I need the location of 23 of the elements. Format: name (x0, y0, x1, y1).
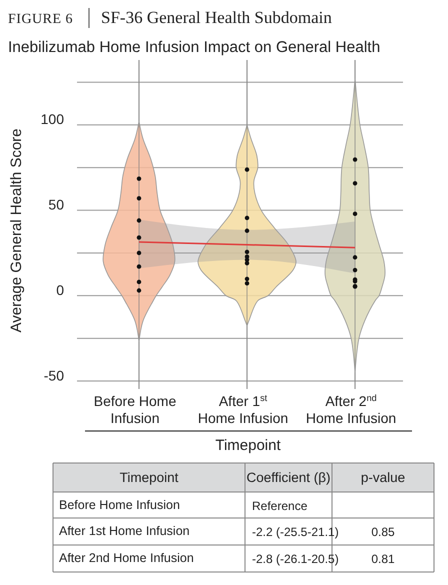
y-tick-label: 50 (48, 196, 64, 213)
text: 0.85 (371, 525, 395, 539)
y-tick-label: 0 (56, 282, 64, 298)
y-axis-title: Average General Health Score (8, 128, 25, 333)
category-label: Timepoint (120, 470, 179, 485)
caption: FIGURE 6 (8, 12, 74, 27)
category-label: Coefficient (β) (246, 470, 331, 485)
y-tick-label: 100 (40, 111, 64, 128)
category-label: After 2nd Home Infusion (59, 551, 194, 565)
text: 0.81 (371, 552, 395, 566)
chart-subtitle: Inebilizumab Home Infusion Impact on General Health (8, 39, 380, 56)
text: -2.8 (-26.1-20.5) (252, 552, 339, 566)
x-tick-label: After 1$^{st}$ Home Infusion (198, 393, 288, 426)
category-label: p-value (360, 470, 406, 485)
category-label: After 1st Home Infusion (59, 524, 190, 538)
y-tick-label: -50 (44, 367, 64, 384)
text: -2.2 (-25.5-21.1) (252, 525, 339, 539)
category-label: Before Home Infusion (59, 498, 180, 512)
x-axis-title: Timepoint (215, 437, 282, 454)
x-tick-label: Before Home Infusion (94, 393, 176, 426)
x-tick-label: After 2$^{nd}$ Home Infusion (306, 393, 396, 426)
text: Reference (252, 499, 308, 513)
chart-title: SF-36 General Health Subdomain (101, 8, 332, 27)
